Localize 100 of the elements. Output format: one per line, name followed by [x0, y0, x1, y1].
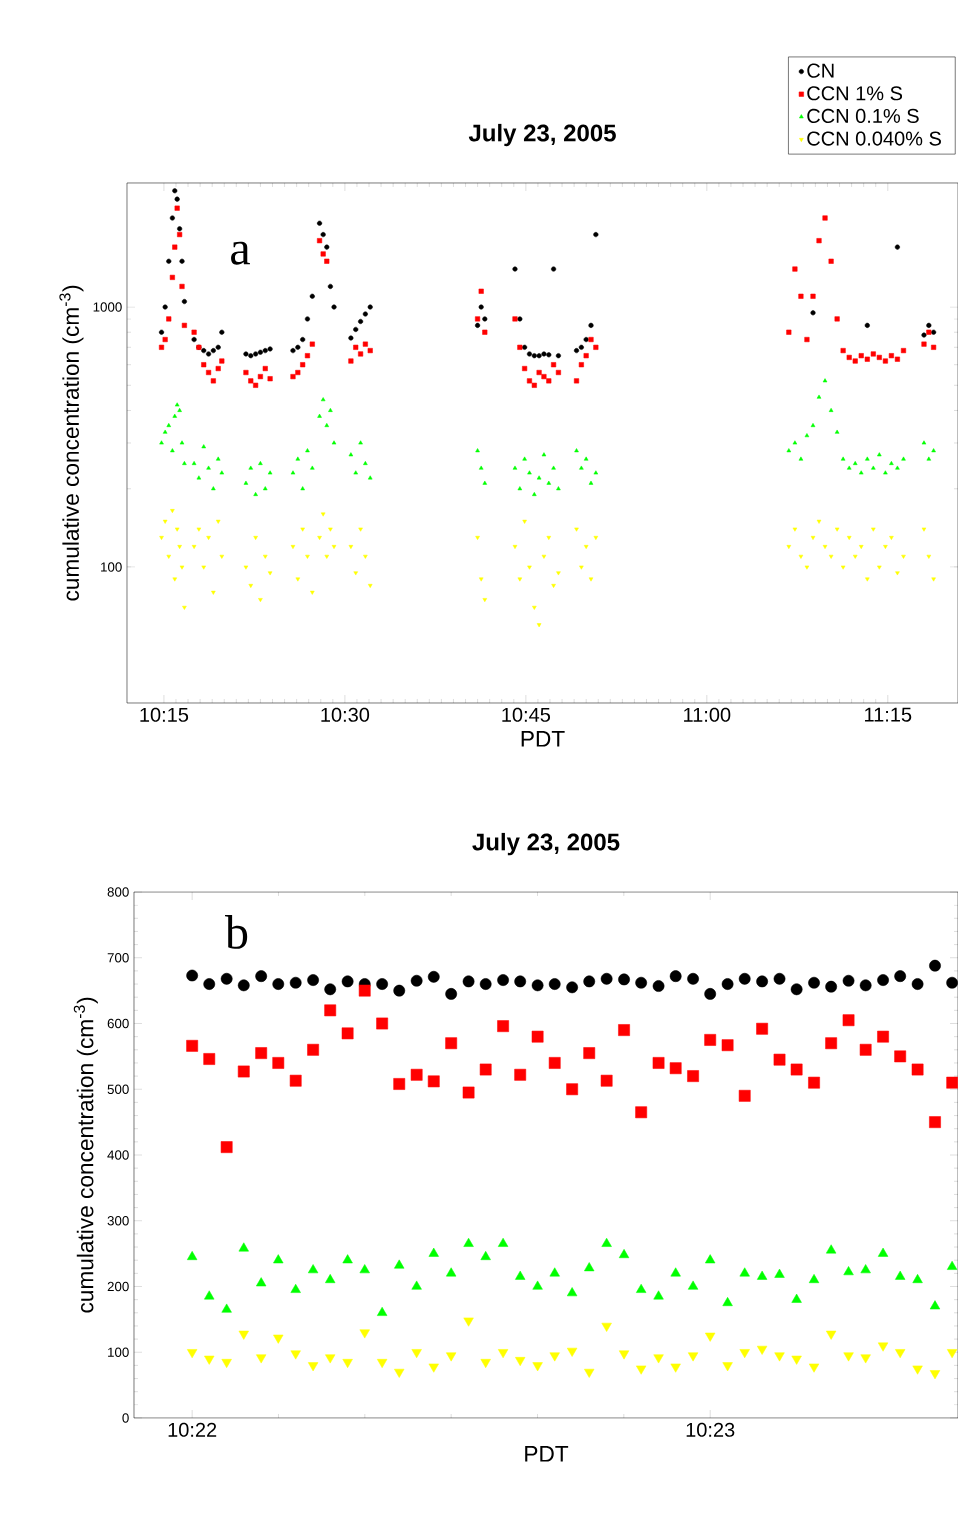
point	[636, 1365, 647, 1375]
point	[307, 1264, 319, 1274]
point	[842, 974, 855, 987]
point	[687, 1352, 699, 1362]
y-tick-label: 1000	[93, 302, 122, 312]
x-tick-label: 10:30	[321, 707, 370, 722]
point	[895, 1349, 906, 1359]
point	[307, 1043, 319, 1056]
y-tick-label: 500	[107, 1084, 129, 1094]
point	[272, 978, 285, 990]
point	[393, 984, 406, 997]
point	[237, 979, 250, 992]
point	[531, 1030, 544, 1043]
point	[825, 980, 838, 993]
annotation: a	[231, 241, 250, 265]
point	[445, 1037, 458, 1050]
point	[618, 973, 630, 986]
point	[877, 974, 889, 986]
y-tick-label: 300	[107, 1216, 129, 1226]
y-tick-label: 100	[101, 562, 122, 572]
point	[894, 1050, 907, 1063]
point	[342, 1359, 353, 1368]
y-tick-label: 100	[108, 1347, 129, 1357]
chart-title: July 23, 2005	[468, 123, 616, 147]
point	[911, 1063, 924, 1076]
legend-label: CN	[807, 63, 834, 78]
point	[187, 1349, 198, 1359]
point	[618, 1350, 630, 1360]
point	[773, 1053, 786, 1066]
point	[584, 1368, 595, 1378]
point	[325, 1354, 336, 1364]
point	[756, 1345, 768, 1355]
point	[463, 1317, 474, 1327]
point	[204, 1355, 215, 1365]
point	[324, 1004, 337, 1017]
point	[446, 1352, 457, 1362]
point	[462, 975, 475, 988]
point	[221, 1359, 232, 1368]
chart-title: July 23, 2005	[472, 832, 620, 856]
point	[531, 979, 544, 992]
point	[600, 1074, 613, 1087]
point	[583, 975, 596, 988]
point	[497, 1349, 509, 1359]
point	[859, 979, 872, 992]
y-tick-label: 600	[107, 1018, 129, 1029]
point	[860, 1354, 871, 1364]
point	[549, 1352, 560, 1362]
point	[738, 972, 751, 985]
point	[427, 1075, 440, 1088]
point	[428, 1363, 439, 1373]
x-tick-label: 11:15	[865, 707, 912, 722]
x-axis-title: PDT	[525, 1446, 569, 1462]
point	[618, 1249, 630, 1259]
point	[567, 1287, 578, 1297]
point	[497, 974, 509, 986]
point	[843, 1266, 854, 1276]
point	[911, 978, 924, 990]
point	[601, 1322, 612, 1332]
point	[774, 1352, 785, 1362]
point	[843, 1352, 854, 1362]
point	[912, 1365, 923, 1375]
point	[289, 1074, 302, 1087]
point	[773, 972, 786, 985]
point	[808, 1076, 820, 1089]
point	[652, 980, 665, 992]
point	[566, 1083, 578, 1096]
point	[566, 981, 578, 994]
point	[186, 1039, 199, 1052]
y-tick-label: 800	[107, 887, 129, 897]
point	[808, 976, 820, 989]
point	[618, 1024, 630, 1036]
point	[790, 1063, 803, 1076]
point	[515, 1357, 526, 1367]
point	[635, 976, 648, 989]
point	[186, 969, 199, 982]
point	[687, 1070, 699, 1082]
point	[358, 984, 371, 997]
point	[497, 1020, 509, 1032]
point	[203, 978, 216, 990]
point	[462, 1086, 475, 1099]
point	[376, 1017, 389, 1030]
point	[669, 1062, 682, 1075]
point	[704, 988, 717, 1000]
point	[479, 1063, 492, 1076]
point	[842, 1014, 855, 1027]
point	[567, 1347, 578, 1357]
x-tick-label: 10:22	[168, 1422, 217, 1437]
point	[238, 1330, 249, 1340]
point	[324, 983, 337, 996]
point	[445, 988, 458, 1000]
point	[929, 1370, 941, 1380]
point	[877, 1342, 889, 1352]
y-tick-label: 700	[107, 953, 129, 963]
point	[704, 1034, 717, 1046]
point	[548, 1057, 561, 1069]
y-tick-label: 0	[122, 1413, 129, 1423]
point	[514, 975, 527, 988]
point	[203, 1053, 216, 1065]
point	[237, 1065, 250, 1078]
point	[272, 1057, 285, 1069]
